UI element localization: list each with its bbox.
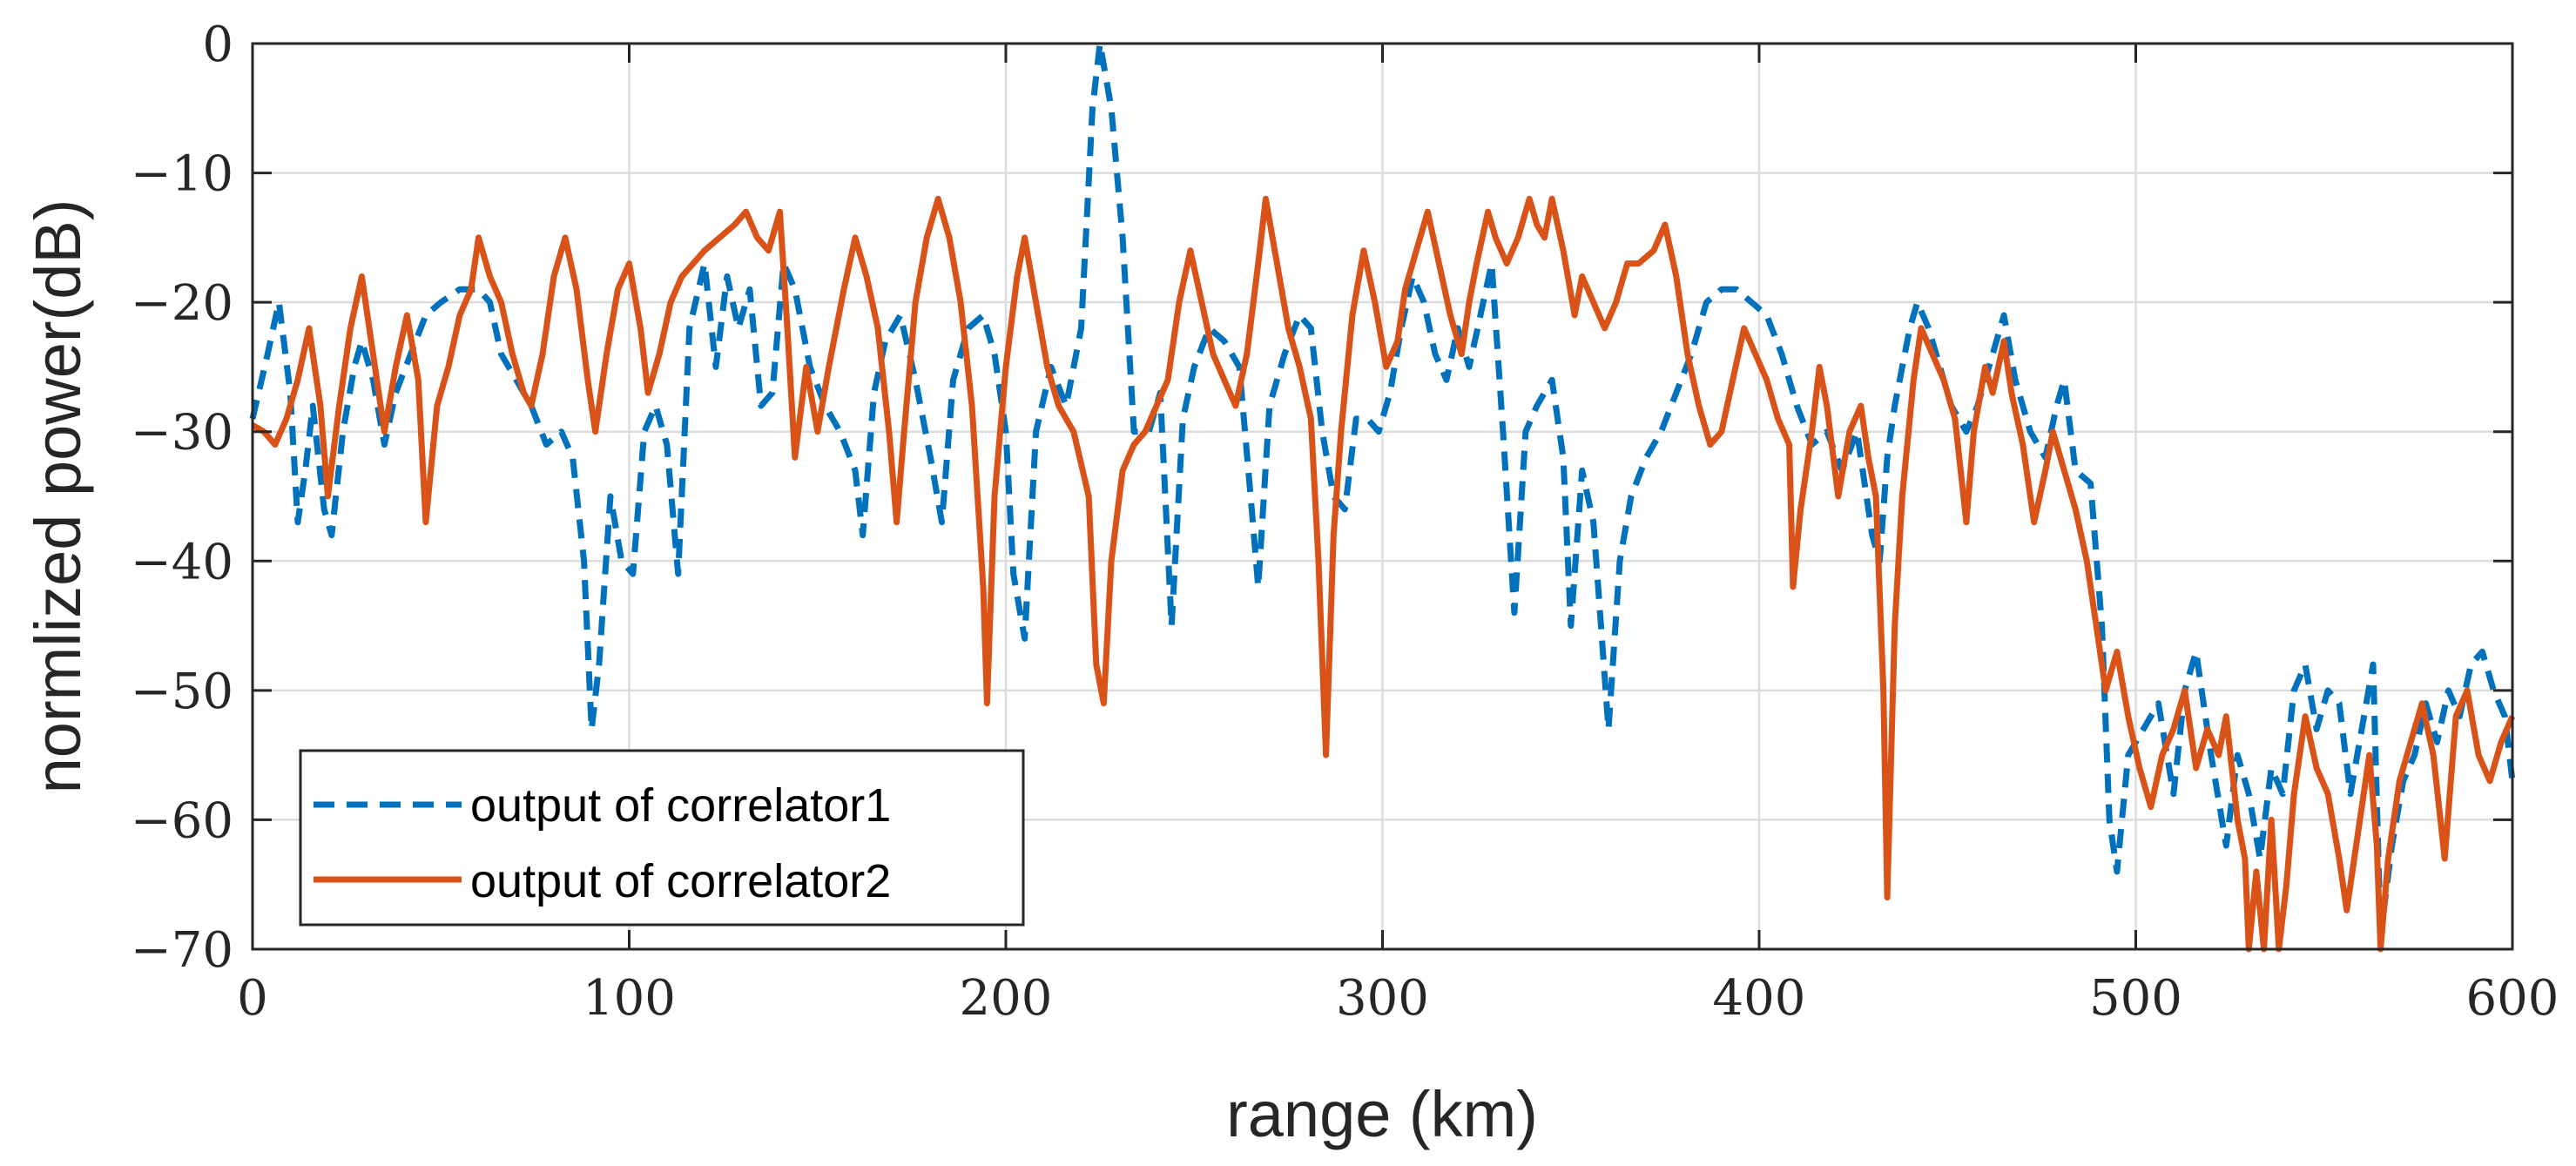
y-tick-label: −30: [131, 405, 233, 462]
y-tick-label: −50: [131, 664, 233, 720]
legend: output of correlator1 output of correlat…: [299, 749, 1025, 927]
x-tick-label: 200: [960, 970, 1053, 1027]
x-tick-label: 500: [2089, 970, 2182, 1027]
y-tick-label: 0: [202, 17, 233, 73]
legend-label-correlator2: output of correlator2: [470, 855, 891, 907]
legend-label-correlator1: output of correlator1: [470, 779, 891, 832]
y-tick-label: −70: [131, 922, 233, 979]
x-tick-label: 400: [1713, 970, 1806, 1027]
x-tick-label: 300: [1336, 970, 1429, 1027]
x-tick-label: 0: [237, 970, 268, 1027]
y-tick-label: −60: [131, 792, 233, 849]
ticks: 0−10−20−30−40−50−60−700 100 200 300 400 500 60…: [131, 17, 2559, 1027]
legend-box: [299, 749, 1025, 927]
grid: [253, 44, 2512, 949]
series-layer: [249, 40, 2516, 953]
series-line-correlator2: [251, 195, 2516, 953]
y-axis-title: normlized power(dB): [22, 199, 94, 794]
x-axis-title: range (km): [1226, 1078, 1538, 1150]
y-tick-label: −10: [131, 146, 233, 203]
y-tick-label: −40: [131, 534, 233, 590]
x-tick-label: 100: [583, 970, 676, 1027]
y-tick-label: −20: [131, 275, 233, 332]
x-tick-label: 600: [2466, 970, 2559, 1027]
